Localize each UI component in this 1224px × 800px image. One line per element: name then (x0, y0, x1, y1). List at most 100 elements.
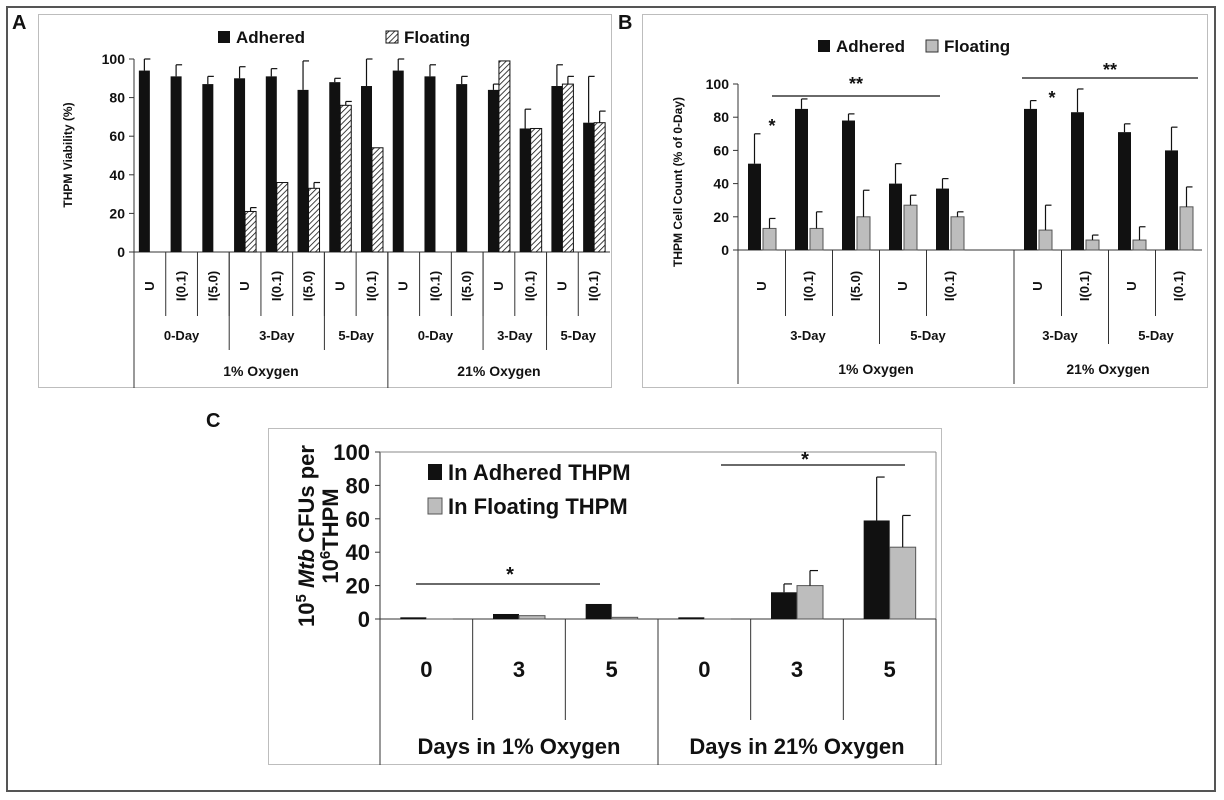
y-axis-label-c-part: 10 (294, 602, 319, 626)
bar-adhered-b (1118, 132, 1131, 250)
significance-marker-b: * (1048, 88, 1055, 108)
day-label-a: 5-Day (561, 328, 597, 343)
x-tick-label-b: I(0.1) (1077, 271, 1092, 301)
x-tick-label-a: I(0.1) (523, 271, 538, 301)
bar-adhered-c (585, 603, 612, 619)
y-axis-label-b: THPM Cell Count (% of 0-Day) (671, 97, 685, 267)
x-tick-label-c: 3 (791, 657, 803, 682)
day-label-b: 5-Day (1138, 328, 1174, 343)
bar-adhered-b (1165, 150, 1178, 250)
group-label-c: Days in 21% Oxygen (689, 734, 904, 759)
bar-adhered-b (842, 120, 855, 251)
bar-adhered-c (863, 520, 890, 619)
y-axis-label-c-part: CFUs per (294, 445, 319, 549)
x-tick-label-b: I(0.1) (1171, 271, 1186, 301)
bar-adhered-a (329, 82, 341, 252)
y-axis-label-c-part: 10 (318, 559, 343, 583)
y-tick-label-b: 80 (713, 109, 729, 125)
bar-adhered-a (265, 76, 277, 252)
bar-floating-c (796, 585, 824, 620)
bar-adhered-a (361, 86, 372, 253)
x-tick-label-b: I(0.1) (942, 271, 957, 301)
bar-floating-b (1085, 239, 1100, 251)
bar-floating-b (809, 227, 824, 251)
legend-label-floating-a: Floating (404, 28, 470, 47)
significance-marker-b: ** (1103, 60, 1117, 80)
bar-floating-c (611, 616, 639, 620)
y-tick-label-c: 0 (358, 607, 370, 632)
bar-adhered-b (936, 188, 949, 250)
bar-floating-b (950, 216, 965, 251)
y-tick-label-b: 60 (713, 142, 729, 158)
x-tick-label-b: U (1030, 281, 1045, 290)
bar-adhered-a (551, 86, 563, 253)
chart-b: 0 20 40 60 80 100 THPM Cell Count (% of 0-Day)… (671, 37, 1202, 384)
y-tick-label-b: 100 (706, 76, 730, 92)
bar-adhered-a (202, 84, 214, 252)
bar-adhered-a (392, 70, 404, 252)
y-axis-label-a: THPM Viability (%) (61, 102, 75, 207)
x-tick-label-a: U (491, 281, 506, 290)
significance-marker-b: ** (849, 74, 863, 94)
x-tick-label-b: I(5.0) (848, 271, 863, 301)
significance-marker-b: * (768, 116, 775, 136)
x-tick-label-a: I(0.1) (427, 271, 442, 301)
legend-label-adhered-c: In Adhered THPM (448, 460, 631, 485)
x-tick-label-b: U (754, 281, 769, 290)
y-axis-label-c-line1: 105 Mtb CFUs per (293, 445, 320, 627)
panel-c-label: C (206, 410, 221, 432)
y-tick-label-a: 80 (109, 90, 125, 106)
bar-adhered-a (456, 84, 468, 252)
x-tick-label-c: 5 (884, 657, 896, 682)
x-tick-label-c: 3 (513, 657, 525, 682)
group-label-b: 1% Oxygen (838, 361, 913, 377)
x-tick-label-a: I(5.0) (205, 271, 220, 301)
figure-frame (6, 6, 1216, 792)
y-axis-label-c-part: Mtb (294, 549, 319, 594)
x-tick-label-c: 0 (420, 657, 432, 682)
y-axis-label-c-part: 6 (317, 551, 334, 559)
legend-label-floating-b: Floating (944, 37, 1010, 56)
bar-adhered-a (487, 89, 499, 252)
panel-b-label: B (618, 12, 633, 34)
bar-floating-b (856, 216, 871, 251)
x-tick-label-a: I(5.0) (301, 271, 316, 301)
bar-floating-a (530, 127, 543, 253)
day-label-a: 5-Day (338, 328, 374, 343)
chart-a: 0 20 40 60 80 100 THPM Viability (%) Adhered Flo… (61, 28, 610, 388)
y-tick-label-b: 20 (713, 209, 729, 225)
x-tick-label-a: I(0.1) (364, 271, 379, 301)
bar-adhered-a (170, 76, 182, 252)
day-label-a: 3-Day (497, 328, 533, 343)
y-tick-label-a: 20 (109, 205, 125, 221)
legend-swatch-floating-a (385, 30, 399, 44)
y-tick-label-c: 100 (333, 440, 370, 465)
x-tick-label-b: I(0.1) (801, 271, 816, 301)
bar-adhered-a (583, 122, 595, 252)
bar-adhered-c (493, 613, 519, 619)
bar-adhered-c (771, 592, 797, 619)
bar-floating-a (308, 187, 321, 253)
x-tick-label-a: U (142, 281, 157, 290)
x-tick-label-a: U (396, 281, 411, 290)
x-tick-label-c: 5 (606, 657, 618, 682)
day-label-a: 3-Day (259, 328, 295, 343)
bar-floating-a (561, 83, 574, 253)
bar-floating-a (498, 60, 511, 253)
group-label-a: 21% Oxygen (457, 363, 540, 379)
y-tick-label-c: 40 (346, 540, 370, 565)
bar-adhered-a (519, 128, 531, 252)
significance-marker-c: * (801, 449, 809, 471)
y-tick-label-c: 80 (346, 473, 370, 498)
x-tick-label-a: U (237, 281, 252, 290)
bar-floating-a (276, 182, 289, 253)
y-tick-label-a: 40 (109, 167, 125, 183)
legend-swatch-adhered-a (218, 31, 230, 43)
group-label-b: 21% Oxygen (1066, 361, 1149, 377)
bar-floating-b (762, 227, 777, 251)
x-tick-label-b: U (895, 281, 910, 290)
legend-swatch-floating-b (925, 39, 939, 53)
bar-floating-a (371, 147, 384, 253)
day-label-a: 0-Day (418, 328, 454, 343)
bar-adhered-a (424, 76, 436, 252)
